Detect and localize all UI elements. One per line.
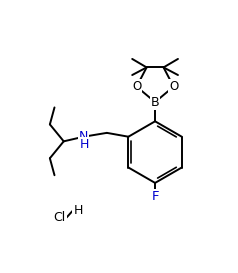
Text: F: F [151,190,159,203]
Text: H: H [73,204,83,217]
Text: Cl: Cl [54,211,66,224]
Text: B: B [151,96,159,109]
Text: H: H [80,138,89,151]
Text: O: O [169,80,178,93]
Text: N: N [79,130,89,143]
Text: O: O [132,80,141,93]
